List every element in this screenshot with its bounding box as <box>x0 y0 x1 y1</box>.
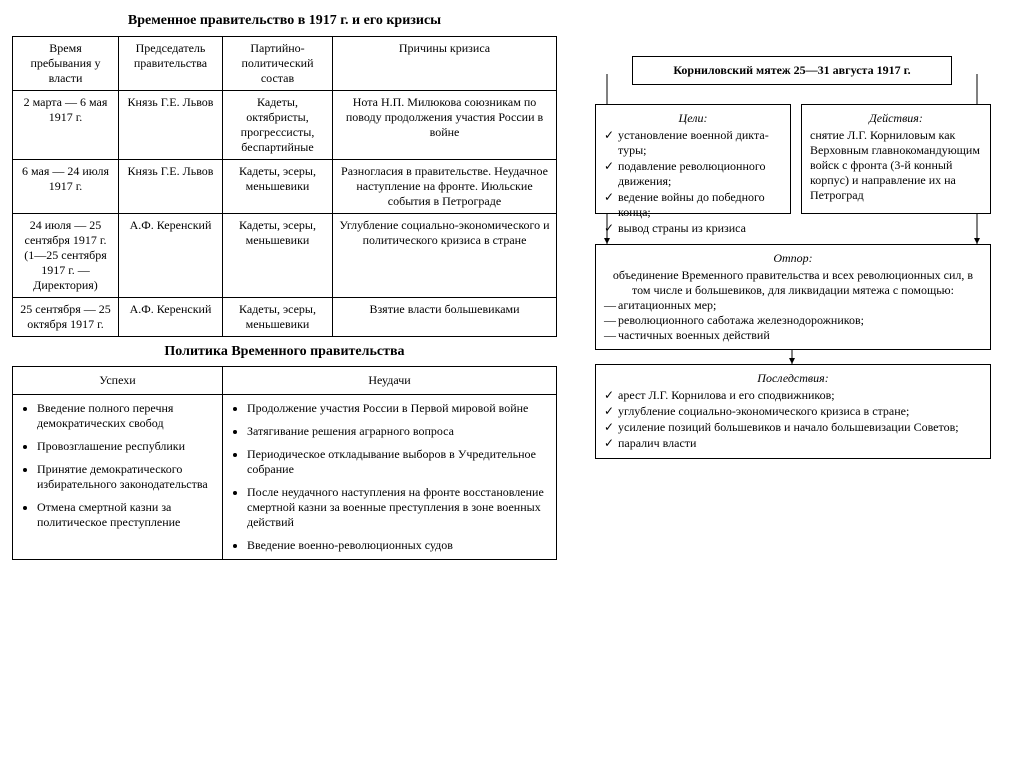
col-period: Время пребывания у власти <box>13 36 119 90</box>
repulse-header: Отпор: <box>604 251 982 266</box>
goals-list: установление военной дикта­туры; подавле… <box>604 128 782 236</box>
list-item: Затягивание решения аграрного вопроса <box>247 424 548 439</box>
cell-reason: Взятие власти большевиками <box>333 297 557 336</box>
list-item: Введение военно-революционных судов <box>247 538 548 553</box>
col-chairman: Председатель правительства <box>119 36 223 90</box>
consequences-box: Последствия: арест Л.Г. Корнилова и его … <box>595 364 991 459</box>
list-item: вывод страны из кризиса <box>604 221 782 236</box>
crisis-table: Время пребывания у власти Председатель п… <box>12 36 557 337</box>
list-item: углубление социально-экономического криз… <box>604 404 982 419</box>
list-item: Продолжение участия России в Первой миро… <box>247 401 548 416</box>
table-row: 2 марта — 6 мая 1917 г. Князь Г.Е. Львов… <box>13 90 557 159</box>
actions-text: снятие Л.Г. Корниловым как Верховным гла… <box>810 128 982 203</box>
cell-period: 6 мая — 24 июля 1917 г. <box>13 159 119 213</box>
repulse-intro: объединение Временного правительства и в… <box>604 268 982 298</box>
list-item: ведение войны до победного конца; <box>604 190 782 220</box>
table-row: Введение полного пе­речня демократически… <box>13 395 557 560</box>
list-item: Принятие демократи­ческого избиратель­но… <box>37 462 214 492</box>
right-column: Корниловский мятеж 25—31 августа 1917 г.… <box>577 12 1007 560</box>
list-item: паралич власти <box>604 436 982 451</box>
failures-list: Продолжение участия России в Первой миро… <box>231 401 548 553</box>
list-item: Введение полного пе­речня демократически… <box>37 401 214 431</box>
list-item: подавление революционного движения; <box>604 159 782 189</box>
repulse-box: Отпор: объединение Временного правительс… <box>595 244 991 350</box>
table-row: 6 мая — 24 июля 1917 г. Князь Г.Е. Львов… <box>13 159 557 213</box>
goals-header: Цели: <box>604 111 782 126</box>
list-item: установление военной дикта­туры; <box>604 128 782 158</box>
list-item: Отмена смертной каз­ни за политическое п… <box>37 500 214 530</box>
list-item: агитационных мер; <box>604 298 982 313</box>
cell-period: 25 сентября — 25 октября 1917 г. <box>13 297 119 336</box>
successes-list: Введение полного пе­речня демократически… <box>21 401 214 530</box>
cell-reason: Углубление социально-экономического и по… <box>333 213 557 297</box>
table-row: 25 сентября — 25 октября 1917 г. А.Ф. Ке… <box>13 297 557 336</box>
table-row: 24 июля — 25 сентября 1917 г. (1—25 сент… <box>13 213 557 297</box>
cell-party: Кадеты, эсеры, меньшевики <box>223 159 333 213</box>
cell-reason: Разногласия в прави­тельстве. Неудачное … <box>333 159 557 213</box>
cell-successes: Введение полного пе­речня демократически… <box>13 395 223 560</box>
cell-party: Кадеты, эсеры, меньшевики <box>223 297 333 336</box>
list-item: Периодическое откладывание выборов в Учр… <box>247 447 548 477</box>
cell-failures: Продолжение участия России в Первой миро… <box>223 395 557 560</box>
cell-period: 2 марта — 6 мая 1917 г. <box>13 90 119 159</box>
consequences-list: арест Л.Г. Корнилова и его сподвижников;… <box>604 388 982 451</box>
repulse-list: агитационных мер; революционного саботаж… <box>604 298 982 343</box>
cell-chairman: А.Ф. Керенский <box>119 297 223 336</box>
list-item: Провозглашение рес­публики <box>37 439 214 454</box>
flow-title-box: Корниловский мятеж 25—31 августа 1917 г. <box>632 56 952 85</box>
list-item: революционного саботажа железнодорожнико… <box>604 313 982 328</box>
list-item: После неудачного наступления на фронте в… <box>247 485 548 530</box>
flow-title: Корниловский мятеж 25—31 августа 1917 г. <box>641 63 943 78</box>
cell-chairman: А.Ф. Керенский <box>119 213 223 297</box>
col-failures: Неудачи <box>223 367 557 395</box>
table-header-row: Успехи Неудачи <box>13 367 557 395</box>
goals-box: Цели: установление военной дикта­туры; п… <box>595 104 791 214</box>
cell-chairman: Князь Г.Е. Львов <box>119 90 223 159</box>
cell-reason: Нота Н.П. Милюкова союзникам по поводу п… <box>333 90 557 159</box>
policy-table-title: Политика Временного правительства <box>12 343 557 361</box>
col-party: Партийно-политический состав <box>223 36 333 90</box>
list-item: арест Л.Г. Корнилова и его сподвижников; <box>604 388 982 403</box>
table-header-row: Время пребывания у власти Председатель п… <box>13 36 557 90</box>
list-item: частичных военных действий <box>604 328 982 343</box>
page-root: Временное правительство в 1917 г. и его … <box>12 12 1012 560</box>
col-successes: Успехи <box>13 367 223 395</box>
left-column: Временное правительство в 1917 г. и его … <box>12 12 557 560</box>
cell-party: Кадеты, октябристы, прогрессисты, беспар… <box>223 90 333 159</box>
cell-period: 24 июля — 25 сентября 1917 г. (1—25 сент… <box>13 213 119 297</box>
consequences-header: Последствия: <box>604 371 982 386</box>
policy-table: Успехи Неудачи Введение полного пе­речня… <box>12 366 557 560</box>
cell-party: Кадеты, эсеры, меньшевики <box>223 213 333 297</box>
list-item: усиление позиций большевиков и начало бо… <box>604 420 982 435</box>
cell-chairman: Князь Г.Е. Львов <box>119 159 223 213</box>
col-reason: Причины кризиса <box>333 36 557 90</box>
actions-header: Действия: <box>810 111 982 126</box>
crisis-table-title: Временное правительство в 1917 г. и его … <box>12 12 557 30</box>
actions-box: Действия: снятие Л.Г. Корниловым как Вер… <box>801 104 991 214</box>
